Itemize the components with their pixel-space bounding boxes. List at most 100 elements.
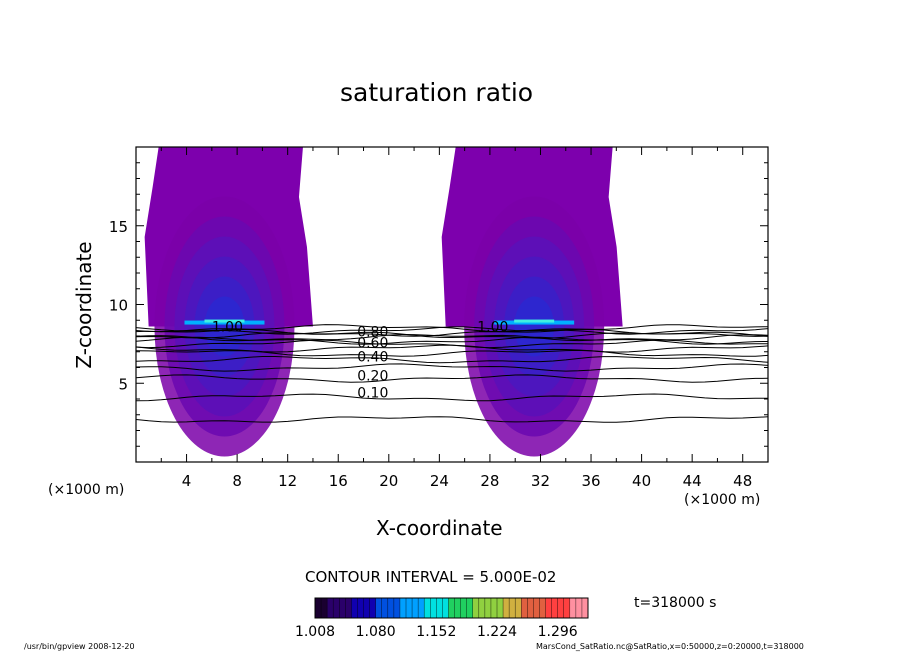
x-unit-right: (×1000 m) — [684, 492, 761, 508]
x-tick-label: 40 — [632, 472, 651, 490]
colorbar-cell — [472, 598, 480, 618]
colorbar-cell — [418, 598, 425, 618]
colorbar-cell — [551, 598, 559, 618]
colorbar-tick-label: 1.080 — [356, 624, 396, 640]
colorbar-cell — [575, 598, 583, 618]
colorbar-cell — [436, 598, 443, 618]
contour-label: 0.10 — [357, 386, 388, 402]
colorbar-cell — [460, 598, 468, 618]
contour-line — [136, 336, 768, 345]
x-tick-label: 24 — [430, 472, 449, 490]
y-tick-label: 5 — [118, 375, 128, 393]
colorbar-cell — [321, 598, 328, 618]
contour-interval-label: CONTOUR INTERVAL = 5.000E-02 — [305, 568, 557, 586]
colorbar-cell — [448, 598, 456, 618]
contour-line — [136, 356, 768, 364]
colorbar-tick-label: 1.008 — [295, 624, 335, 640]
colorbar-cell — [497, 598, 504, 618]
colorbar-cell — [515, 598, 522, 618]
contour-line — [136, 363, 768, 372]
colorbar-cell — [442, 598, 449, 618]
plume-2-core-6 — [514, 296, 555, 357]
contour-line — [136, 393, 768, 402]
colorbar-cell — [539, 598, 547, 618]
colorbar-cell — [454, 598, 462, 618]
x-tick-label: 28 — [480, 472, 499, 490]
x-tick-label: 20 — [379, 472, 398, 490]
x-tick-label: 44 — [683, 472, 702, 490]
colorbar-cell — [545, 598, 553, 618]
colorbar-cell — [490, 598, 498, 618]
y-tick-label: 10 — [109, 297, 128, 315]
x-tick-label: 16 — [329, 472, 348, 490]
colorbar-frame — [314, 597, 589, 619]
colorbar-cell — [563, 598, 571, 618]
contour-line — [136, 339, 768, 349]
colorbar-cell — [509, 598, 516, 618]
colorbar-cell — [533, 598, 540, 618]
x-tick-label: 36 — [581, 472, 600, 490]
chart-title: saturation ratio — [340, 78, 534, 107]
colorbar-cell — [466, 598, 474, 618]
contour-line — [136, 374, 768, 383]
contour-line — [136, 326, 768, 335]
x-tick-label: 4 — [182, 472, 192, 490]
colorbar-cell — [412, 598, 419, 618]
contour-layer: 1.00 1.00 0.20 0.10 0.400.600.80 — [136, 320, 768, 423]
contour-line — [136, 416, 768, 423]
colorbar-cell — [381, 598, 389, 618]
colorbar-cell — [339, 598, 346, 618]
x-axis-label: X-coordinate — [376, 516, 503, 540]
colorbar-cell — [375, 598, 383, 618]
footer-left: /usr/bin/gpview 2008-12-20 — [24, 642, 135, 651]
colorbar-cell — [424, 598, 431, 618]
plume-1-core-6 — [204, 296, 245, 357]
colorbar-cell — [478, 598, 486, 618]
x-tick-label: 32 — [531, 472, 550, 490]
colorbar: 1.008 1.080 1.152 1.224 1.296 — [295, 597, 589, 640]
plume-1-base-peak — [204, 319, 245, 323]
contour-label: 1.00 — [477, 320, 508, 336]
colorbar-cell — [484, 598, 492, 618]
colorbar-tick-label: 1.152 — [416, 624, 456, 640]
contour-line — [136, 333, 768, 342]
colorbar-cell — [581, 598, 589, 618]
colorbar-cell — [345, 598, 352, 618]
contour-line — [136, 324, 768, 333]
colorbar-cell — [569, 598, 577, 618]
colorbar-cell — [393, 598, 401, 618]
colorbar-cell — [363, 598, 371, 618]
colorbar-cell — [503, 598, 510, 618]
contour-label: 0.20 — [357, 368, 388, 384]
colorbar-cell — [521, 598, 528, 618]
colorbar-cell — [315, 598, 322, 618]
colorbar-cell — [557, 598, 565, 618]
y-tick-label: 15 — [109, 218, 128, 236]
colorbar-cell — [387, 598, 395, 618]
contour-label: 0.60 — [357, 335, 388, 351]
x-tick-label: 48 — [733, 472, 752, 490]
contour-label: 0.40 — [357, 349, 388, 365]
colorbar-cell — [369, 598, 377, 618]
colorbar-cell — [357, 598, 365, 618]
colorbar-tick-label: 1.224 — [477, 624, 517, 640]
colorbar-cell — [399, 598, 407, 618]
colorbar-cell — [333, 598, 340, 618]
colorbar-cell — [351, 598, 358, 618]
footer-right: MarsCond_SatRatio.nc@SatRatio,x=0:50000,… — [536, 642, 804, 651]
time-label: t=318000 s — [634, 595, 717, 611]
x-unit-left: (×1000 m) — [48, 482, 125, 498]
colorbar-cell — [527, 598, 534, 618]
colorbar-tick-label: 1.296 — [538, 624, 578, 640]
x-tick-label: 12 — [278, 472, 297, 490]
contour-label: 1.00 — [212, 320, 243, 336]
contour-label: 0.80 — [357, 324, 388, 340]
plume-2-base-peak — [514, 319, 555, 323]
colorbar-cell — [327, 598, 334, 618]
colorbar-cell — [406, 598, 413, 618]
colorbar-cell — [430, 598, 437, 618]
plume-layer — [144, 147, 623, 457]
x-tick-label: 8 — [232, 472, 242, 490]
